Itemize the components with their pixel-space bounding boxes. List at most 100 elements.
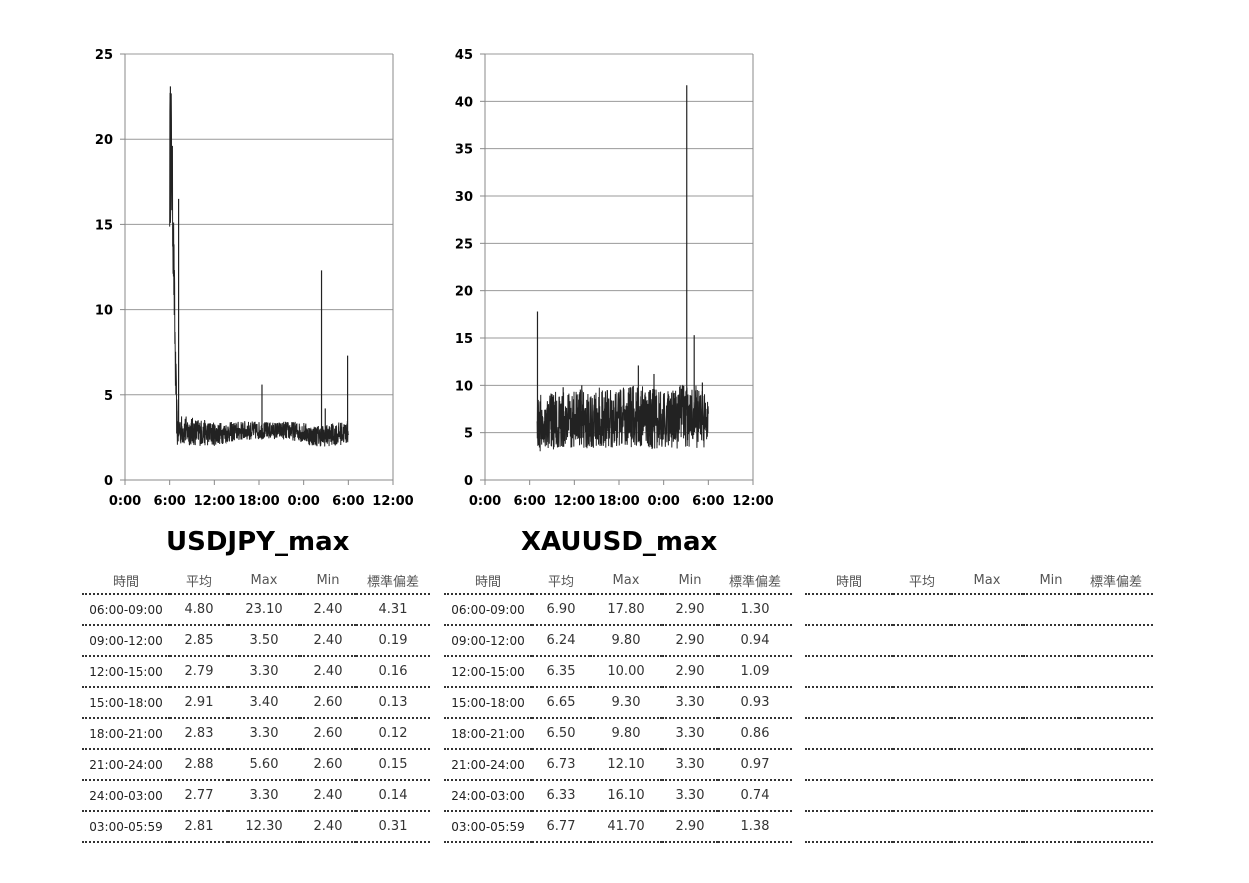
value-cell: 6.65 <box>532 687 590 719</box>
value-cell: 6.50 <box>532 718 590 750</box>
y-tick-label: 0 <box>464 474 473 489</box>
value-cell: 2.40 <box>300 780 356 812</box>
time-range-cell: 18:00-21:00 <box>82 718 170 750</box>
value-cell <box>1079 811 1153 843</box>
x-tick-label: 6:00 <box>332 494 364 509</box>
value-cell <box>1079 780 1153 812</box>
y-tick-label: 10 <box>455 379 473 394</box>
data-line <box>536 384 709 452</box>
time-range-cell <box>805 780 893 812</box>
value-cell <box>1023 811 1079 843</box>
table-row <box>805 656 1153 688</box>
value-cell: 9.80 <box>590 718 662 750</box>
time-range-cell: 03:00-05:59 <box>444 811 532 843</box>
y-tick-label: 5 <box>104 389 113 404</box>
table-row: 03:00-05:59 2.81 12.30 2.40 0.31 <box>82 811 430 843</box>
y-tick-label: 15 <box>95 218 113 233</box>
value-cell: 3.50 <box>228 625 300 657</box>
y-tick-label: 0 <box>104 474 113 489</box>
value-cell: 3.30 <box>228 718 300 750</box>
value-cell <box>893 594 951 626</box>
value-cell <box>951 625 1023 657</box>
value-cell <box>951 718 1023 750</box>
column-header: 標準偏差 <box>718 567 792 595</box>
time-range-cell <box>805 687 893 719</box>
value-cell: 16.10 <box>590 780 662 812</box>
value-cell: 3.30 <box>662 687 718 719</box>
value-cell: 0.74 <box>718 780 792 812</box>
value-cell: 9.80 <box>590 625 662 657</box>
value-cell: 3.40 <box>228 687 300 719</box>
time-range-cell: 21:00-24:00 <box>82 749 170 781</box>
time-range-cell <box>805 718 893 750</box>
value-cell: 2.40 <box>300 656 356 688</box>
column-header: 時間 <box>82 567 170 595</box>
table-row <box>805 749 1153 781</box>
x-tick-label: 0:00 <box>287 494 319 509</box>
table-row: 15:00-18:00 2.91 3.40 2.60 0.13 <box>82 687 430 719</box>
table-row: 21:00-24:00 6.73 12.10 3.30 0.97 <box>444 749 792 781</box>
value-cell: 0.15 <box>356 749 430 781</box>
x-tick-label: 0:00 <box>469 494 501 509</box>
value-cell: 0.94 <box>718 625 792 657</box>
x-tick-label: 6:00 <box>153 494 185 509</box>
time-range-cell <box>805 811 893 843</box>
table-row <box>805 687 1153 719</box>
column-header: 時間 <box>444 567 532 595</box>
time-range-cell: 09:00-12:00 <box>82 625 170 657</box>
table-row: 12:00-15:00 2.79 3.30 2.40 0.16 <box>82 656 430 688</box>
column-header: 標準偏差 <box>356 567 430 595</box>
value-cell <box>1023 718 1079 750</box>
value-cell: 2.90 <box>662 594 718 626</box>
table-header-row: 時間 平均 Max Min 標準偏差 <box>805 567 1153 595</box>
time-range-cell <box>805 594 893 626</box>
column-header: Max <box>590 567 662 595</box>
value-cell: 2.90 <box>662 625 718 657</box>
value-cell: 23.10 <box>228 594 300 626</box>
x-tick-label: 12:00 <box>732 494 773 509</box>
xauusd-stats-table: 時間 平均 Max Min 標準偏差 06:00-09:00 6.90 17.80 2.90 1.… <box>444 567 792 843</box>
x-tick-label: 12:00 <box>194 494 235 509</box>
value-cell: 2.60 <box>300 749 356 781</box>
time-range-cell: 06:00-09:00 <box>82 594 170 626</box>
usdjpy-chart-title: USDJPY_max <box>166 527 350 557</box>
value-cell <box>893 656 951 688</box>
column-header: 時間 <box>805 567 893 595</box>
column-header: 平均 <box>893 567 951 595</box>
column-header: Min <box>662 567 718 595</box>
value-cell: 6.35 <box>532 656 590 688</box>
y-tick-label: 5 <box>464 427 473 442</box>
xauusd-chart-title: XAUUSD_max <box>521 527 718 557</box>
value-cell: 2.40 <box>300 625 356 657</box>
x-tick-label: 0:00 <box>109 494 141 509</box>
value-cell: 1.38 <box>718 811 792 843</box>
value-cell: 4.80 <box>170 594 228 626</box>
value-cell: 3.30 <box>228 780 300 812</box>
time-range-cell: 09:00-12:00 <box>444 625 532 657</box>
usdjpy-stats-table: 時間 平均 Max Min 標準偏差 06:00-09:00 4.80 23.10 2.40 4.… <box>82 567 430 843</box>
value-cell: 3.30 <box>662 749 718 781</box>
table-row: 24:00-03:00 6.33 16.10 3.30 0.74 <box>444 780 792 812</box>
value-cell: 2.40 <box>300 811 356 843</box>
value-cell: 3.30 <box>228 656 300 688</box>
value-cell: 3.30 <box>662 780 718 812</box>
value-cell: 17.80 <box>590 594 662 626</box>
value-cell <box>893 780 951 812</box>
table-row: 03:00-05:59 6.77 41.70 2.90 1.38 <box>444 811 792 843</box>
value-cell: 12.30 <box>228 811 300 843</box>
value-cell: 6.24 <box>532 625 590 657</box>
value-cell: 0.16 <box>356 656 430 688</box>
value-cell <box>1023 594 1079 626</box>
value-cell: 2.81 <box>170 811 228 843</box>
value-cell <box>951 594 1023 626</box>
value-cell <box>951 780 1023 812</box>
y-tick-label: 30 <box>455 190 473 205</box>
value-cell: 9.30 <box>590 687 662 719</box>
value-cell <box>1023 625 1079 657</box>
value-cell <box>1079 687 1153 719</box>
value-cell: 2.90 <box>662 811 718 843</box>
value-cell <box>893 749 951 781</box>
value-cell <box>1079 718 1153 750</box>
value-cell: 0.14 <box>356 780 430 812</box>
time-range-cell: 15:00-18:00 <box>82 687 170 719</box>
